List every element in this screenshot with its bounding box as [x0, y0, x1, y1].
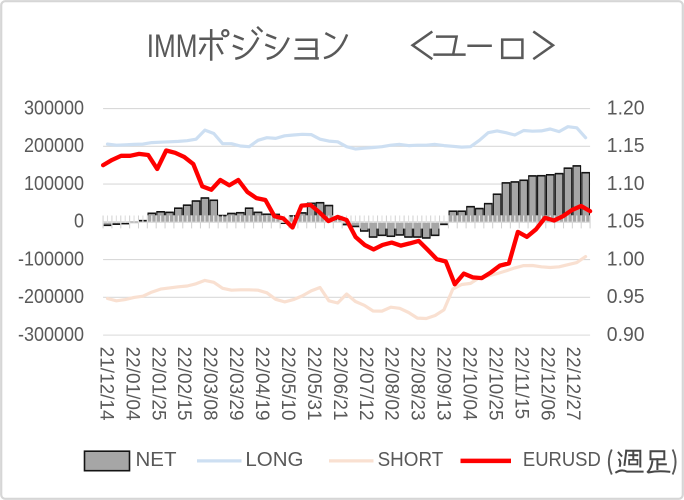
svg-text:22/12/06: 22/12/06 — [536, 347, 557, 421]
svg-text:-200000: -200000 — [18, 286, 84, 308]
svg-text:22/12/27: 22/12/27 — [562, 347, 583, 421]
svg-text:22/06/21: 22/06/21 — [329, 347, 350, 421]
svg-text:22/10/04: 22/10/04 — [459, 347, 480, 421]
svg-text:SHORT: SHORT — [378, 449, 444, 472]
svg-text:NET: NET — [136, 448, 177, 471]
svg-text:EURUSD: EURUSD — [523, 448, 601, 471]
svg-text:22/01/25: 22/01/25 — [147, 347, 168, 421]
svg-text:0: 0 — [74, 211, 84, 233]
svg-text:22/08/02: 22/08/02 — [381, 347, 402, 421]
svg-text:200000: 200000 — [24, 135, 84, 157]
svg-text:100000: 100000 — [24, 173, 84, 195]
svg-text:22/03/29: 22/03/29 — [225, 347, 246, 421]
svg-text:22/01/04: 22/01/04 — [121, 347, 142, 421]
svg-text:LONG: LONG — [245, 448, 303, 471]
svg-text:1.15: 1.15 — [607, 135, 645, 157]
svg-text:-300000: -300000 — [18, 324, 84, 346]
svg-text:21/12/14: 21/12/14 — [95, 347, 116, 421]
svg-text:22/05/31: 22/05/31 — [303, 347, 324, 421]
svg-text:22/09/13: 22/09/13 — [433, 347, 454, 421]
svg-text:22/02/15: 22/02/15 — [173, 347, 194, 421]
svg-text:22/08/23: 22/08/23 — [407, 347, 428, 421]
svg-text:22/11/15: 22/11/15 — [510, 347, 531, 420]
svg-text:22/04/19: 22/04/19 — [251, 347, 272, 421]
svg-text:22/03/08: 22/03/08 — [199, 347, 220, 421]
svg-text:1.00: 1.00 — [607, 248, 645, 270]
svg-text:22/07/12: 22/07/12 — [355, 347, 376, 421]
svg-text:IMM: IMM — [147, 28, 198, 64]
svg-text:-100000: -100000 — [18, 248, 84, 270]
svg-text:22/05/10: 22/05/10 — [277, 347, 298, 421]
svg-text:1.05: 1.05 — [607, 210, 645, 232]
svg-text:300000: 300000 — [24, 97, 84, 119]
svg-text:1.10: 1.10 — [607, 173, 645, 195]
svg-text:0.95: 0.95 — [607, 286, 645, 308]
svg-text:0.90: 0.90 — [607, 324, 645, 346]
svg-text:22/10/25: 22/10/25 — [484, 347, 505, 421]
svg-text:1.20: 1.20 — [607, 97, 645, 119]
